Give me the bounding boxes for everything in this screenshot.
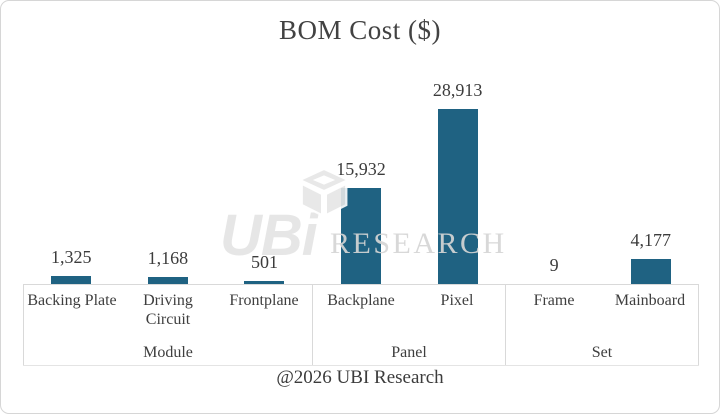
- bar-slot: 9: [506, 1, 603, 284]
- footer-credit: @2026 UBI Research: [276, 367, 444, 388]
- group-label: Panel: [391, 344, 427, 361]
- bar: [437, 109, 478, 284]
- axis-group-section: Frame Mainboard Set: [505, 285, 699, 365]
- axis-group-section: Backplane Pixel Panel: [312, 285, 505, 365]
- category-label: Frontplane: [229, 292, 299, 309]
- bar-slot: 28,913: [409, 1, 506, 284]
- bar-slot: 501: [216, 1, 313, 284]
- category-label: Frame: [533, 292, 575, 309]
- category-label: Backplane: [327, 292, 395, 309]
- category-label: Mainboard: [614, 292, 686, 309]
- bar: [147, 276, 188, 284]
- bar-value-label: 501: [250, 251, 278, 272]
- group-label: Set: [591, 344, 613, 361]
- chart-title: BOM Cost ($): [278, 15, 441, 45]
- axis-group-section: Backing Plate Driving Circuit Frontplane Mo…: [23, 285, 312, 365]
- category-label: Driving Circuit: [143, 292, 193, 329]
- bar: [51, 275, 92, 284]
- category-label: Backing Plate: [27, 292, 117, 309]
- bar-value-label: 9: [549, 254, 559, 275]
- plot-area: 1,325 1,168 501 15,932 28,913 9 4,177: [23, 1, 699, 285]
- category-label: Pixel: [440, 292, 474, 309]
- bar-slot: 1,168: [120, 1, 217, 284]
- bar-value-label: 1,168: [147, 247, 189, 268]
- bar: [244, 280, 285, 284]
- bar-value-label: 28,913: [432, 80, 483, 100]
- bar-slot: 1,325: [23, 1, 120, 284]
- bar-slot: 4,177: [602, 1, 699, 284]
- category-axis: Backing Plate Driving Circuit Frontplane Mo…: [23, 285, 699, 366]
- bar-value-label: 1,325: [51, 246, 92, 267]
- bar: [341, 187, 382, 284]
- bar-value-label: 15,932: [336, 158, 386, 179]
- bar-slot: 15,932: [313, 1, 410, 284]
- bar: [630, 258, 671, 284]
- group-label: Module: [143, 344, 193, 361]
- bar-value-label: 4,177: [630, 229, 672, 250]
